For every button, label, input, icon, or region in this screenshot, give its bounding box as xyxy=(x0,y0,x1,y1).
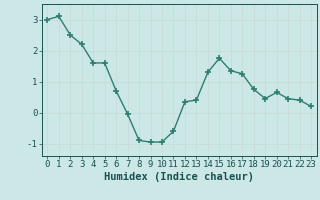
X-axis label: Humidex (Indice chaleur): Humidex (Indice chaleur) xyxy=(104,172,254,182)
